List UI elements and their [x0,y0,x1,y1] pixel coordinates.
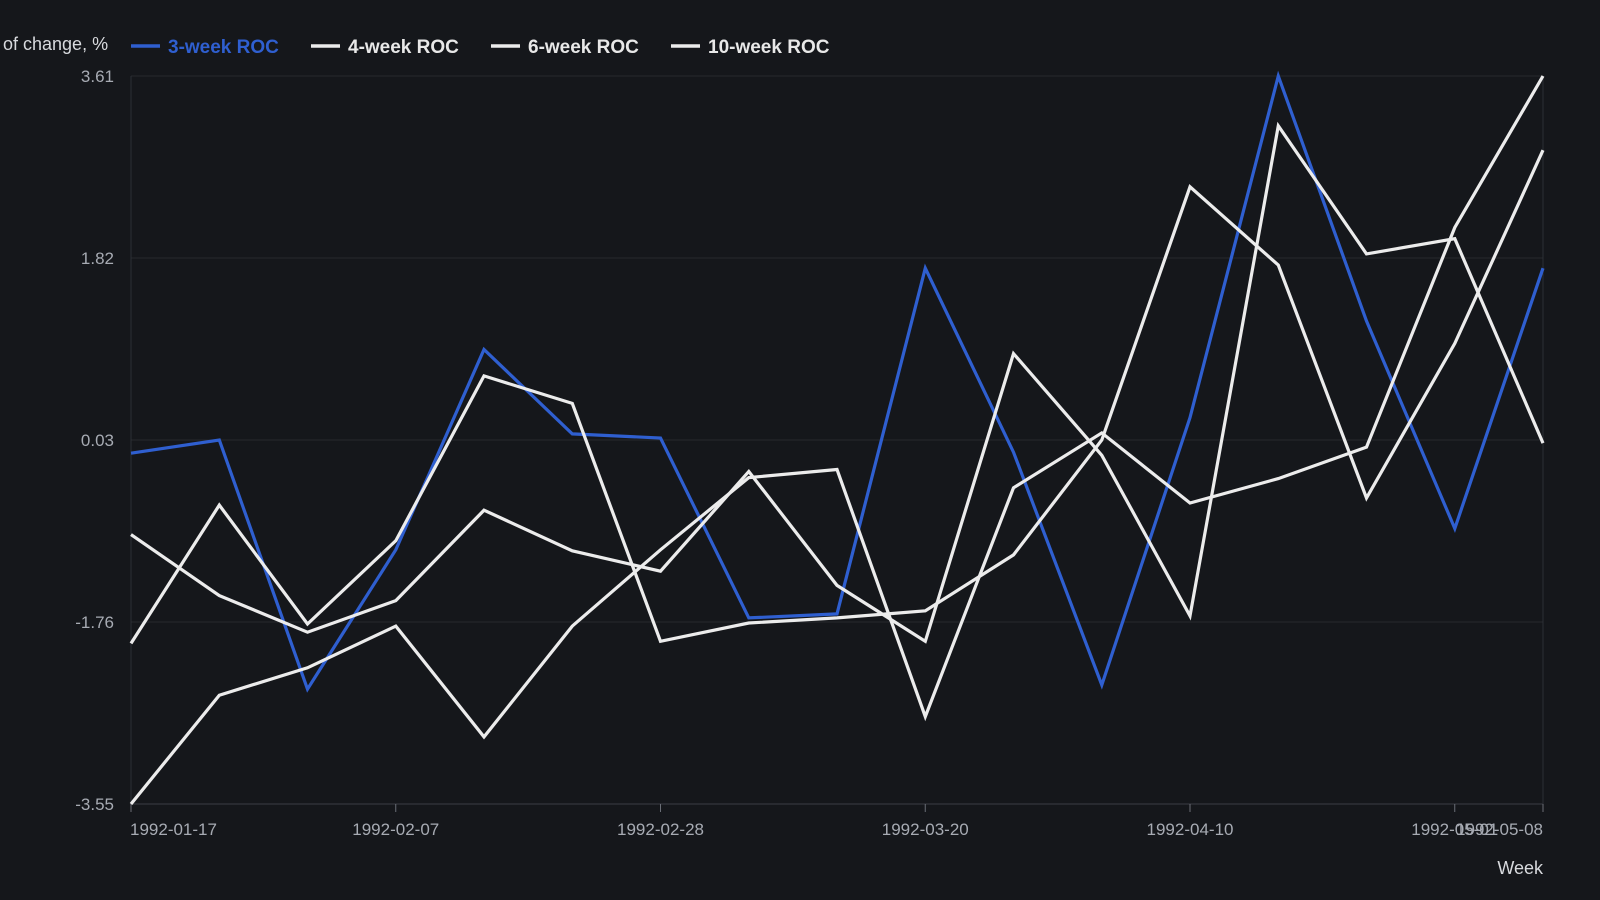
y-axis-title: of change, % [3,34,108,54]
legend-item-4-week-roc[interactable]: 4-week ROC [311,37,459,58]
series-line-4-week-roc[interactable] [130,121,1545,644]
axes: 3.61 1.82 0.03 -1.76 -3.55 1992-01-17 1992-02-… [75,67,1544,839]
legend-item-10-week-roc[interactable]: 10-week ROC [671,37,830,58]
series-line-10-week-roc[interactable] [129,75,1545,806]
y-tick-label: -3.55 [75,795,114,814]
y-tick-label: 1.82 [81,249,114,268]
legend-item-6-week-roc[interactable]: 6-week ROC [491,37,639,58]
y-tick-label: 3.61 [81,67,114,86]
x-axis-title: Week [1497,858,1544,878]
legend-label: 10-week ROC [708,37,830,58]
x-tick-label: 1992-05-08 [1456,820,1543,839]
x-tick-label: 1992-01-17 [130,820,217,839]
x-tick-label: 1992-05-01 [1411,820,1498,839]
x-tick-label: 1992-02-28 [617,820,704,839]
x-tick-label: 1992-02-07 [352,820,439,839]
grid [131,75,1543,805]
legend-label: 4-week ROC [348,37,459,58]
y-tick-label: -1.76 [75,613,114,632]
legend-label: 6-week ROC [528,37,639,58]
legend-item-3-week-roc[interactable]: 3-week ROC [131,37,279,58]
series-line-3-week-roc[interactable] [130,70,1545,693]
x-tick-label: 1992-03-20 [882,820,969,839]
series-lines [129,70,1545,806]
x-tick-label: 1992-04-10 [1147,820,1234,839]
y-tick-label: 0.03 [81,431,114,450]
series-line-6-week-roc[interactable] [129,149,1545,645]
legend-label: 3-week ROC [168,37,279,58]
legend[interactable]: 3-week ROC 4-week ROC 6-week ROC 10-week RO… [131,37,830,58]
